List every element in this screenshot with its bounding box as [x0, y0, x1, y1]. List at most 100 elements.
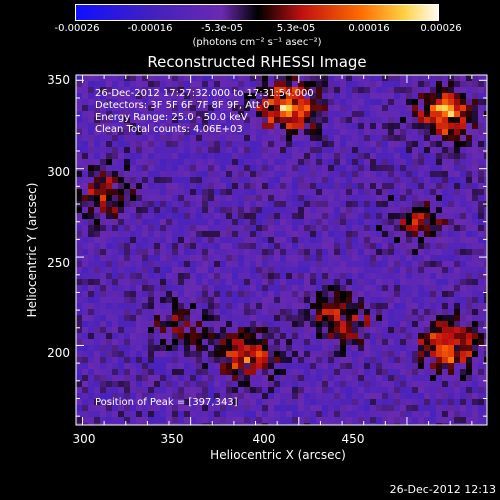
heatmap-cell [340, 303, 346, 309]
heatmap-cell [364, 357, 370, 363]
heatmap-cell [220, 117, 226, 123]
heatmap-cell [82, 237, 88, 243]
heatmap-cell [304, 309, 310, 315]
heatmap-cell [184, 423, 190, 425]
heatmap-cell [460, 195, 466, 201]
y-tick-label: 250 [47, 256, 70, 270]
heatmap-cell [406, 201, 412, 207]
heatmap-cell [94, 93, 100, 99]
heatmap-cell [346, 327, 352, 333]
heatmap-cell [100, 267, 106, 273]
heatmap-cell [382, 261, 388, 267]
heatmap-cell [328, 339, 334, 345]
heatmap-cell [178, 393, 184, 399]
heatmap-cell [424, 249, 430, 255]
heatmap-cell [472, 183, 478, 189]
heatmap-cell [460, 369, 466, 375]
heatmap-cell [292, 183, 298, 189]
heatmap-cell [376, 351, 382, 357]
heatmap-cell [418, 267, 424, 273]
heatmap-cell [442, 423, 448, 425]
heatmap-cell [118, 237, 124, 243]
heatmap-cell [358, 105, 364, 111]
heatmap-cell [136, 309, 142, 315]
heatmap-cell [352, 351, 358, 357]
heatmap-cell [394, 129, 400, 135]
heatmap-cell [484, 261, 487, 267]
heatmap-cell [88, 147, 94, 153]
heatmap-cell [340, 315, 346, 321]
heatmap-cell [262, 327, 268, 333]
heatmap-cell [118, 345, 124, 351]
heatmap-cell [160, 291, 166, 297]
heatmap-cell [310, 255, 316, 261]
heatmap-cell [232, 93, 238, 99]
heatmap-cell [382, 255, 388, 261]
heatmap-cell [478, 75, 484, 81]
heatmap-cell [400, 135, 406, 141]
heatmap-cell [256, 315, 262, 321]
heatmap-cell [88, 339, 94, 345]
heatmap-cell [466, 225, 472, 231]
heatmap-cell [400, 423, 406, 425]
heatmap-cell [412, 375, 418, 381]
heatmap-cell [466, 201, 472, 207]
heatmap-cell [226, 285, 232, 291]
heatmap-cell [148, 189, 154, 195]
heatmap-cell [292, 147, 298, 153]
heatmap-cell [292, 285, 298, 291]
heatmap-cell [106, 213, 112, 219]
heatmap-cell [238, 147, 244, 153]
heatmap-cell [220, 201, 226, 207]
heatmap-cell [94, 87, 100, 93]
heatmap-cell [208, 405, 214, 411]
heatmap-cell [268, 339, 274, 345]
heatmap-cell [364, 177, 370, 183]
heatmap-cell [472, 405, 478, 411]
heatmap-cell [184, 171, 190, 177]
heatmap-cell [298, 423, 304, 425]
annotation-energy: Energy Range: 25.0 - 50.0 keV [95, 112, 248, 123]
heatmap-cell [436, 303, 442, 309]
heatmap-cell [484, 363, 487, 369]
heatmap-cell [394, 147, 400, 153]
heatmap-cell [334, 297, 340, 303]
heatmap-cell [442, 417, 448, 423]
heatmap-cell [352, 423, 358, 425]
heatmap-cell [484, 345, 487, 351]
heatmap-cell [328, 165, 334, 171]
heatmap-cell [106, 291, 112, 297]
heatmap-cell [130, 147, 136, 153]
heatmap-cell [142, 99, 148, 105]
heatmap-cell [292, 99, 298, 105]
heatmap-cell [406, 123, 412, 129]
heatmap-cell [340, 381, 346, 387]
heatmap-cell [424, 387, 430, 393]
heatmap-cell [424, 219, 430, 225]
heatmap-cell [262, 249, 268, 255]
heatmap-cell [88, 189, 94, 195]
heatmap-cell [442, 75, 448, 81]
heatmap-cell [370, 105, 376, 111]
heatmap-cell [250, 327, 256, 333]
heatmap-cell [394, 165, 400, 171]
heatmap-cell [478, 219, 484, 225]
heatmap-cell [484, 333, 487, 339]
heatmap-cell [232, 105, 238, 111]
heatmap-cell [472, 93, 478, 99]
heatmap-cell [334, 267, 340, 273]
heatmap-cell [274, 207, 280, 213]
heatmap-cell [124, 153, 130, 159]
heatmap-cell [424, 135, 430, 141]
heatmap-cell [76, 315, 82, 321]
heatmap-cell [208, 93, 214, 99]
heatmap-cell [214, 327, 220, 333]
heatmap-cell [160, 159, 166, 165]
heatmap-cell [460, 87, 466, 93]
heatmap-cell [124, 147, 130, 153]
heatmap-cell [328, 219, 334, 225]
heatmap-cell [136, 273, 142, 279]
heatmap-cell [454, 189, 460, 195]
heatmap-cell [430, 153, 436, 159]
heatmap-cell [76, 75, 82, 81]
